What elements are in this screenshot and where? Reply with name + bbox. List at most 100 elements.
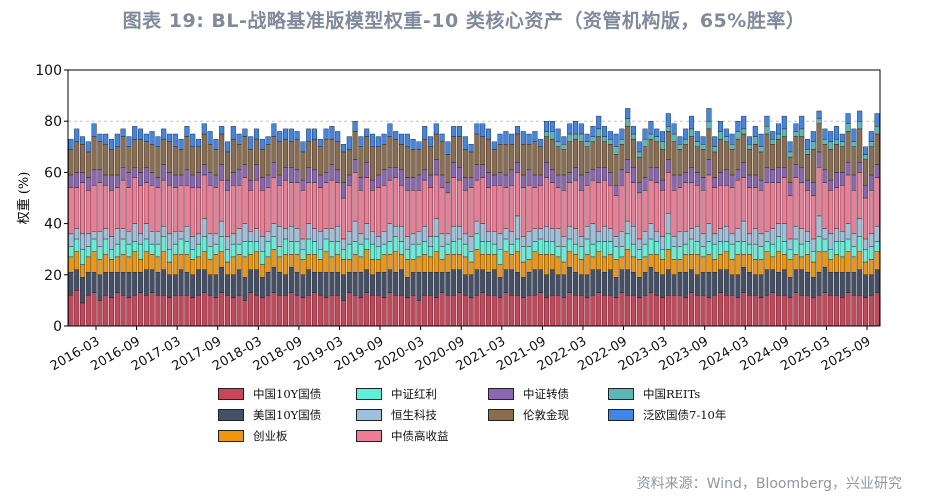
bar-segment: [213, 174, 219, 188]
bar-segment: [520, 277, 526, 299]
bar-segment: [271, 292, 277, 327]
bar-segment: [700, 144, 706, 150]
bar-segment: [242, 241, 248, 258]
bar-segment: [590, 136, 596, 142]
bar-segment: [775, 295, 782, 327]
bar-segment: [207, 259, 213, 276]
bar-segment: [213, 274, 219, 299]
bar-segment: [752, 295, 758, 327]
bar-segment: [190, 146, 196, 176]
bar-segment: [561, 297, 567, 327]
bar-segment: [648, 167, 654, 181]
bar-segment: [480, 292, 486, 327]
bar-segment: [213, 243, 219, 255]
bar-segment: [248, 269, 254, 293]
bar-segment: [752, 243, 758, 260]
bar-segment: [207, 144, 213, 173]
legend-swatch: [356, 408, 382, 421]
bar-segment: [549, 254, 555, 270]
bar-segment: [282, 254, 289, 276]
bar-segment: [683, 138, 689, 145]
bar-segment: [607, 295, 613, 327]
bar-segment: [143, 141, 149, 168]
bar-segment: [85, 177, 91, 191]
bar-segment: [746, 243, 753, 255]
bar-segment: [126, 187, 132, 232]
bar-segment: [758, 233, 764, 247]
bar-segment: [306, 223, 312, 240]
bar-segment: [520, 174, 526, 188]
bar-segment: [201, 269, 207, 293]
bar-segment: [810, 195, 816, 240]
bar-segment: [596, 269, 602, 293]
bar-segment: [387, 167, 393, 181]
bar-segment: [822, 251, 828, 268]
bar-segment: [868, 141, 874, 147]
bar-segment: [607, 131, 613, 140]
bar-segment: [219, 236, 225, 252]
bar-segment: [555, 146, 561, 176]
bar-segment: [126, 272, 132, 299]
bar-segment: [79, 136, 86, 145]
bar-segment: [665, 233, 671, 250]
bar-segment: [845, 161, 851, 176]
bar-segment: [601, 241, 608, 258]
bar-segment: [422, 169, 428, 181]
bar-segment: [758, 297, 764, 327]
bar-segment: [630, 126, 637, 135]
bar-segment: [427, 187, 434, 237]
bar-segment: [195, 233, 202, 245]
bar-segment: [161, 138, 167, 165]
bar-segment: [79, 182, 86, 235]
bar-segment: [862, 248, 869, 263]
bar-segment: [584, 133, 590, 142]
bar-segment: [346, 184, 352, 232]
bar-segment: [677, 231, 683, 247]
bar-segment: [613, 195, 619, 237]
bar-segment: [746, 254, 753, 273]
bar-segment: [851, 246, 857, 258]
bar-segment: [706, 241, 712, 255]
bar-segment: [642, 146, 648, 178]
bar-segment: [828, 295, 834, 327]
bar-segment: [793, 177, 799, 227]
bar-segment: [572, 179, 579, 229]
bar-segment: [410, 177, 416, 191]
bar-segment: [845, 223, 851, 240]
bar-segment: [172, 146, 178, 176]
bar-segment: [410, 259, 416, 273]
bar-segment: [520, 246, 526, 263]
bar-segment: [845, 292, 851, 327]
bar-segment: [572, 228, 579, 245]
bar-segment: [868, 274, 874, 296]
bar-segment: [126, 231, 132, 245]
bar-segment: [271, 248, 277, 268]
bar-segment: [549, 228, 555, 242]
bar-segment: [433, 251, 439, 273]
bar-segment: [787, 156, 793, 183]
bar-segment: [793, 136, 799, 165]
bar-segment: [688, 128, 695, 137]
bar-segment: [816, 151, 822, 168]
bar-segment: [97, 169, 103, 183]
plot-area: [67, 69, 881, 327]
bar-segment: [410, 138, 416, 150]
bar-segment: [126, 146, 132, 173]
bar-segment: [503, 269, 509, 293]
bar-segment: [393, 225, 399, 237]
bar-segment: [300, 179, 306, 191]
bar-segment: [555, 128, 561, 142]
bar-segment: [770, 144, 776, 171]
legend-item: 中国REITs: [608, 385, 768, 402]
bar-segment: [822, 238, 828, 252]
bar-segment: [329, 228, 335, 242]
bar-segment: [329, 241, 335, 258]
bar-segment: [277, 131, 283, 142]
bar-segment: [393, 167, 399, 178]
bar-segment: [195, 256, 202, 270]
bar-segment: [126, 172, 132, 188]
bar-segment: [103, 238, 109, 255]
bar-segment: [108, 149, 115, 176]
bar-segment: [248, 149, 254, 181]
bar-segment: [288, 225, 294, 242]
